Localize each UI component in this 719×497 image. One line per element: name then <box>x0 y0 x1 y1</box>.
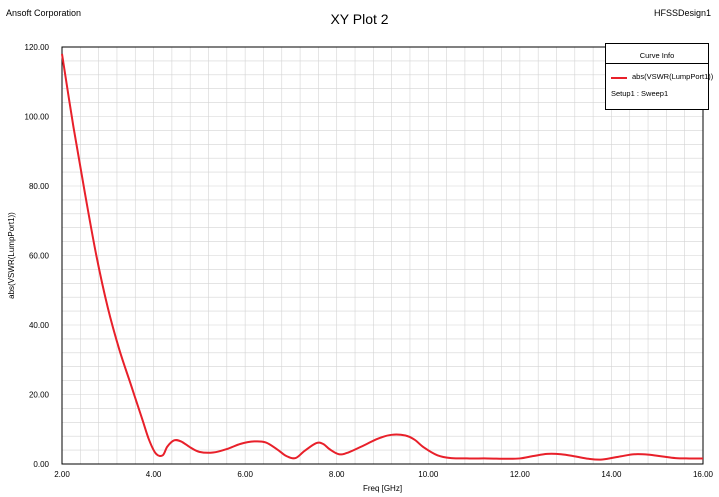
x-tick-labels: 2.00 4.00 6.00 8.00 10.00 12.00 14.00 16.00 <box>54 470 713 479</box>
x-tick-label: 2.00 <box>54 470 70 479</box>
y-tick-label: 80.00 <box>29 182 50 191</box>
y-tick-label: 60.00 <box>29 252 50 261</box>
x-tick-label: 8.00 <box>329 470 345 479</box>
x-tick-label: 14.00 <box>601 470 622 479</box>
y-tick-label: 120.00 <box>25 43 50 52</box>
legend-series-label: abs(VSWR(LumpPort1)) <box>632 72 714 81</box>
y-tick-label: 40.00 <box>29 321 50 330</box>
y-tick-labels: 0.00 20.00 40.00 60.00 80.00 100.00 120.00 <box>25 43 50 469</box>
series-line[interactable] <box>61 53 704 461</box>
x-tick-label: 4.00 <box>146 470 162 479</box>
x-tick-label: 12.00 <box>510 470 531 479</box>
curves <box>61 53 704 461</box>
plot-frame <box>61 46 704 465</box>
legend-line-swatch <box>611 77 627 79</box>
y-axis-label: abs(VSWR(LumpPort1)) <box>7 212 16 299</box>
header-company: Ansoft Corporation <box>6 8 82 18</box>
legend-box[interactable]: Curve Info abs(VSWR(LumpPort1)) Setup1 :… <box>605 43 713 110</box>
legend-setup-label: Setup1 : Sweep1 <box>611 89 669 98</box>
header-design-name: HFSSDesign1 <box>653 8 711 18</box>
y-tick-label: 20.00 <box>29 391 50 400</box>
x-axis-label: Freq [GHz] <box>363 484 402 493</box>
x-tick-label: 10.00 <box>418 470 439 479</box>
legend-entry[interactable]: abs(VSWR(LumpPort1)) <box>606 72 713 84</box>
x-tick-label: 6.00 <box>237 470 253 479</box>
legend-title: Curve Info <box>606 51 708 64</box>
y-tick-label: 100.00 <box>25 113 50 122</box>
y-tick-label: 0.00 <box>33 460 49 469</box>
chart-title: XY Plot 2 <box>330 11 389 27</box>
x-tick-label: 16.00 <box>693 470 714 479</box>
